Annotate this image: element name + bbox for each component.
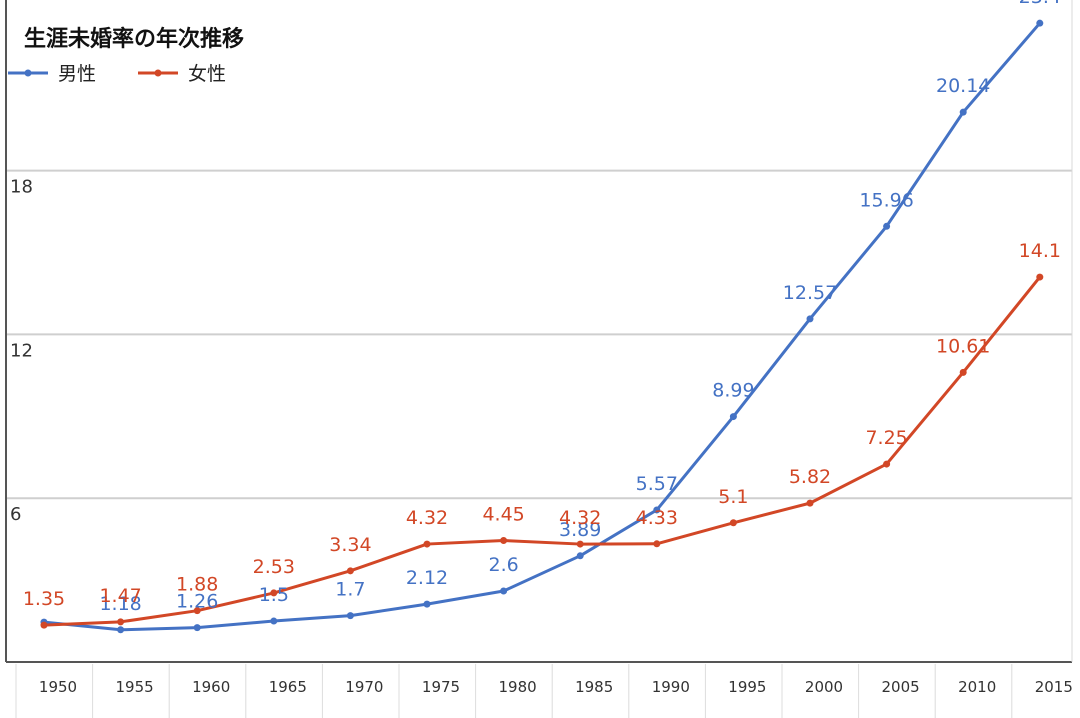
data-point xyxy=(729,413,737,421)
data-point xyxy=(270,617,278,625)
x-tick-label: 2015 xyxy=(1035,678,1073,696)
data-point xyxy=(883,460,891,468)
data-label: 20.14 xyxy=(936,75,990,97)
data-label: 7.25 xyxy=(865,427,907,449)
data-label: 1.26 xyxy=(176,591,218,613)
data-labels: 1.18 1.26 1.5 1.7 2.12 2.6 3.89 5.57 8.99 12.57 15… xyxy=(23,0,1061,615)
x-tick-label: 1975 xyxy=(422,678,460,696)
series-line xyxy=(43,276,1041,627)
data-label: 4.45 xyxy=(482,504,524,526)
data-label: 3.34 xyxy=(329,534,371,556)
data-label: 2.6 xyxy=(488,554,518,576)
y-tick-label: 18 xyxy=(10,177,33,198)
data-point xyxy=(193,624,201,632)
data-label: 4.32 xyxy=(406,507,448,529)
data-point xyxy=(1036,19,1044,27)
data-label: 4.32 xyxy=(559,507,601,529)
x-tick-label: 1995 xyxy=(728,678,766,696)
legend-marker xyxy=(154,69,162,77)
y-ticks: 6 12 18 xyxy=(10,177,33,526)
data-label: 12.57 xyxy=(783,282,837,304)
data-label: 14.1 xyxy=(1019,240,1061,262)
y-tick-label: 12 xyxy=(10,340,33,361)
data-label: 2.53 xyxy=(253,556,295,578)
data-point xyxy=(117,618,125,626)
x-tick-label: 1960 xyxy=(192,678,230,696)
data-point xyxy=(423,540,431,548)
legend-label: 男性 xyxy=(58,63,96,85)
data-point xyxy=(729,519,737,527)
data-point xyxy=(40,621,48,629)
x-tick-label: 1970 xyxy=(345,678,383,696)
data-point xyxy=(193,607,201,615)
x-tick-label: 1955 xyxy=(116,678,154,696)
data-point xyxy=(1036,273,1044,281)
data-point xyxy=(576,552,584,560)
data-label: 1.47 xyxy=(99,585,141,607)
y-tick-label: 6 xyxy=(10,504,21,525)
legend-label: 女性 xyxy=(188,63,226,85)
data-label: 1.18 xyxy=(99,593,141,615)
data-label: 10.61 xyxy=(936,335,990,357)
x-tick-label: 1985 xyxy=(575,678,613,696)
data-label: 15.96 xyxy=(859,189,913,211)
chart-title: 生涯未婚率の年次推移 xyxy=(24,26,244,52)
data-point xyxy=(806,499,814,507)
data-point xyxy=(883,222,891,230)
data-label: 1.35 xyxy=(23,588,65,610)
x-tick-label: 2005 xyxy=(882,678,920,696)
legend-marker xyxy=(24,69,32,77)
data-point xyxy=(653,506,661,514)
data-point xyxy=(576,540,584,548)
data-label: 1.7 xyxy=(335,579,365,601)
data-label: 5.82 xyxy=(789,466,831,488)
legend: 男性 女性 xyxy=(8,63,226,85)
data-point xyxy=(117,626,125,634)
data-label: 23.4 xyxy=(1019,0,1061,8)
x-tick-label: 1950 xyxy=(39,678,77,696)
axes xyxy=(5,0,1073,663)
data-point xyxy=(423,600,431,608)
x-tick-label: 1990 xyxy=(652,678,690,696)
data-point xyxy=(806,315,814,323)
series-line xyxy=(43,22,1041,632)
data-label: 2.12 xyxy=(406,567,448,589)
data-point xyxy=(270,589,278,597)
data-point xyxy=(653,540,661,548)
data-label: 1.88 xyxy=(176,574,218,596)
x-tick-label: 1965 xyxy=(269,678,307,696)
data-label: 5.57 xyxy=(636,473,678,495)
x-tick-label: 1980 xyxy=(499,678,537,696)
data-label: 3.89 xyxy=(559,519,601,541)
x-tick-label: 2010 xyxy=(958,678,996,696)
data-label: 5.1 xyxy=(718,486,748,508)
x-ticks: 1950 1955 1960 1965 1970 1975 1980 1985 1990 1995… xyxy=(39,678,1073,696)
series xyxy=(40,19,1044,634)
data-point xyxy=(346,612,354,620)
data-point xyxy=(500,537,508,545)
data-label: 4.33 xyxy=(636,507,678,529)
data-label: 8.99 xyxy=(712,380,754,402)
data-point xyxy=(959,368,967,376)
data-label: 1.5 xyxy=(259,584,289,606)
x-tick-label: 2000 xyxy=(805,678,843,696)
data-point xyxy=(346,567,354,575)
grid xyxy=(6,169,1072,718)
data-point xyxy=(959,108,967,116)
data-point xyxy=(500,587,508,595)
